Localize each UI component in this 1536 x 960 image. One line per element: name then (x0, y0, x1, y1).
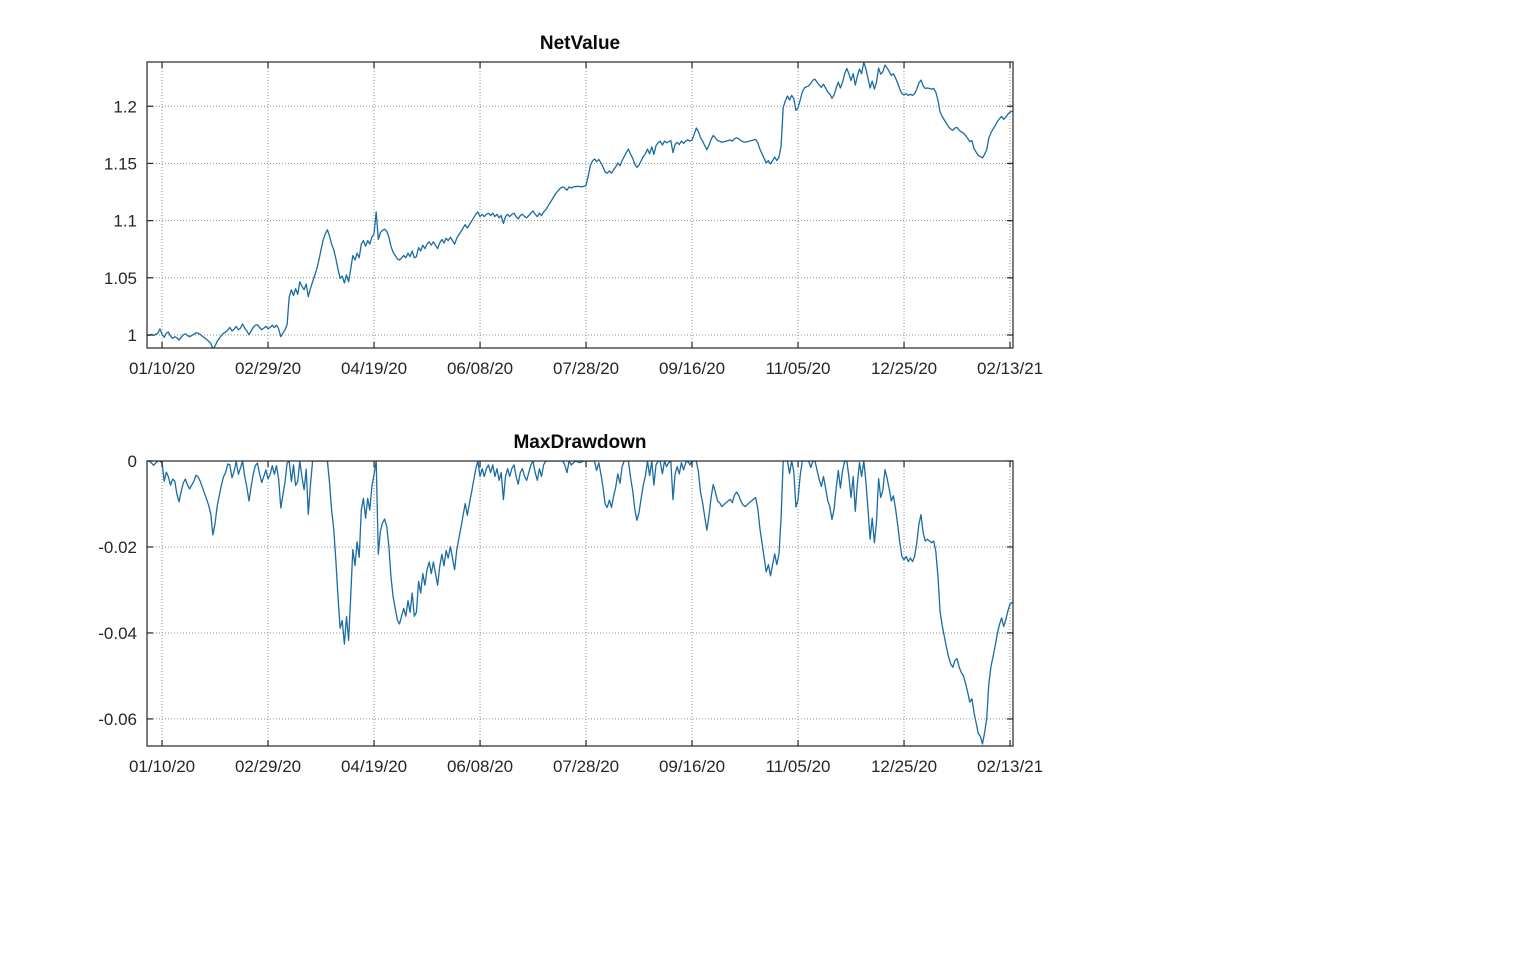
y-tick-label: -0.02 (98, 538, 137, 557)
x-tick-label: 12/25/20 (871, 757, 937, 776)
y-tick-label: -0.06 (98, 710, 137, 729)
y-tick-label: -0.04 (98, 624, 137, 643)
netvalue-series-line (147, 62, 1013, 348)
y-tick-label: 1.1 (113, 212, 137, 231)
x-tick-label: 09/16/20 (659, 359, 725, 378)
maxdrawdown-series-line (147, 461, 1013, 745)
x-tick-label: 11/05/20 (766, 359, 831, 378)
y-tick-label: 1 (128, 326, 137, 345)
x-tick-label: 11/05/20 (766, 757, 831, 776)
x-tick-label: 02/13/21 (977, 757, 1043, 776)
x-tick-label: 07/28/20 (553, 359, 619, 378)
y-tick-label: 1.15 (104, 154, 137, 173)
x-tick-label: 01/10/20 (129, 757, 195, 776)
x-tick-label: 06/08/20 (447, 359, 513, 378)
x-tick-label: 12/25/20 (871, 359, 937, 378)
netvalue-chart-title: NetValue (539, 33, 621, 54)
x-tick-label: 02/29/20 (235, 757, 301, 776)
chart-netvalue: 01/10/20 02/29/20 04/19/20 06/08/20 07/28/20… (104, 61, 1043, 378)
plot-box (146, 61, 1014, 349)
x-tick-label: 02/13/21 (977, 359, 1043, 378)
x-tick-label: 04/19/20 (341, 359, 407, 378)
maxdrawdown-chart-title: MaxDrawdown (513, 432, 647, 453)
x-tick-label: 01/10/20 (129, 359, 195, 378)
plot-box (146, 460, 1014, 747)
x-tick-label: 07/28/20 (553, 757, 619, 776)
y-tick-label: 0 (128, 452, 137, 471)
x-tick-label: 02/29/20 (235, 359, 301, 378)
chart-maxdrawdown: 01/10/20 02/29/20 04/19/20 06/08/20 07/28/20… (98, 452, 1043, 776)
x-tick-label: 06/08/20 (447, 757, 513, 776)
y-tick-label: 1.05 (104, 269, 137, 288)
x-tick-label: 04/19/20 (341, 757, 407, 776)
x-tick-label: 09/16/20 (659, 757, 725, 776)
y-tick-label: 1.2 (113, 97, 137, 116)
